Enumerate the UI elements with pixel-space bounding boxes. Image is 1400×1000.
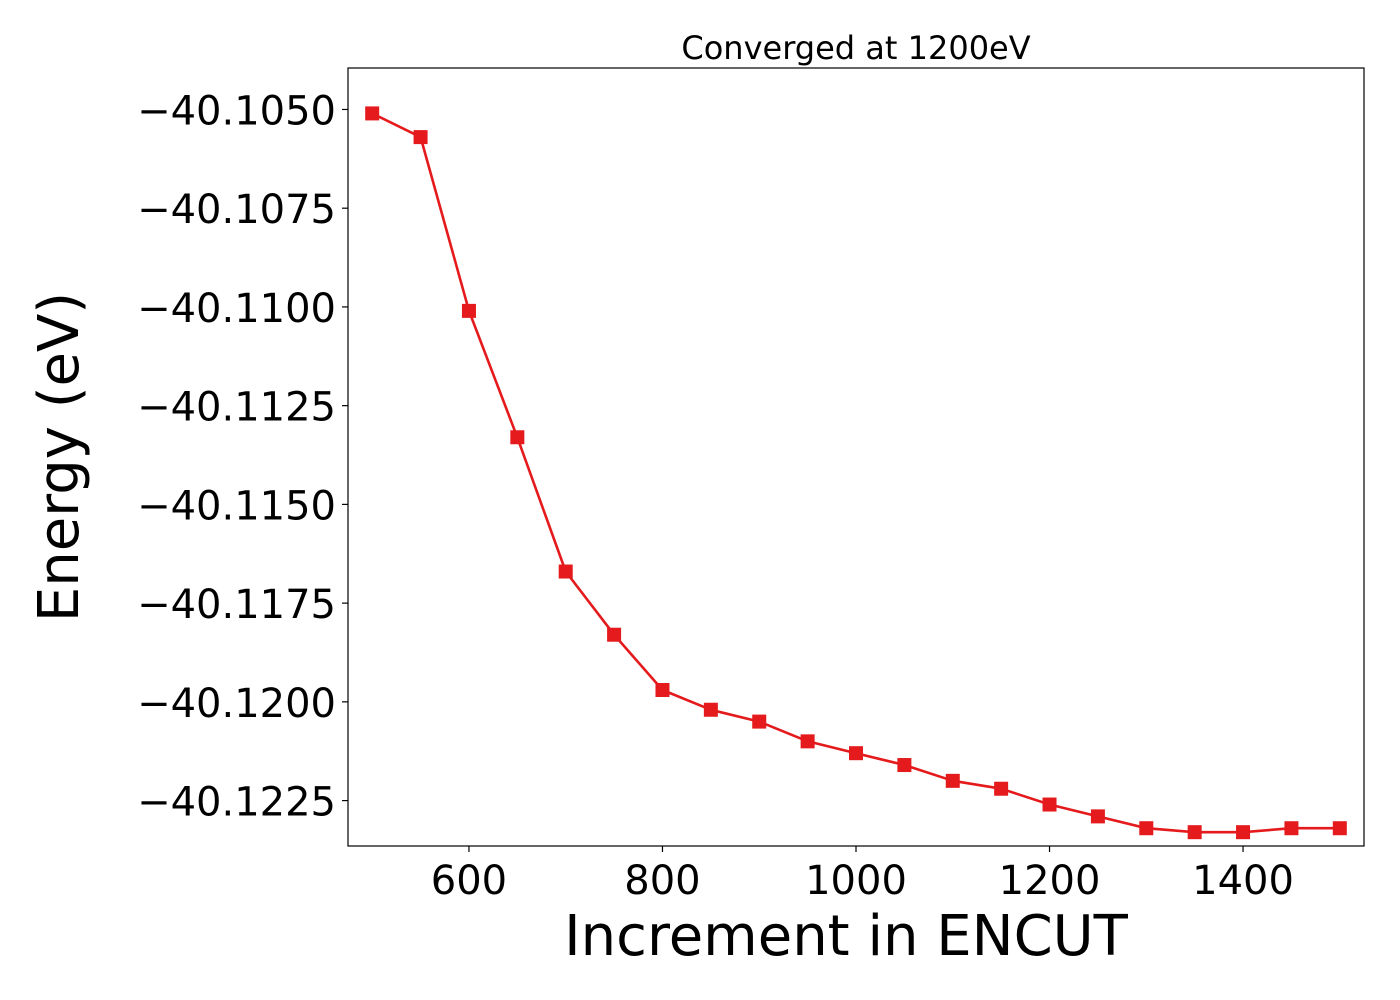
x-axis-label: Increment in ENCUT (564, 904, 1129, 969)
x-tick-label: 800 (624, 858, 700, 904)
y-tick-label: −40.1075 (137, 187, 336, 233)
data-point (1236, 825, 1251, 840)
chart-title: Converged at 1200eV (681, 29, 1030, 67)
data-point (800, 734, 815, 749)
data-point (1284, 821, 1299, 836)
y-tick-label: −40.1200 (137, 681, 336, 727)
plot-area (347, 67, 1365, 847)
data-point (752, 714, 767, 729)
data-point (1090, 809, 1105, 824)
y-axis: −40.1050 −40.1075 −40.1100 −40.1125 −40.1150… (137, 88, 348, 826)
y-tick-label: −40.1125 (137, 385, 336, 431)
data-point (897, 758, 912, 773)
data-point (607, 627, 622, 642)
x-tick-label: 1200 (999, 858, 1101, 904)
data-point (413, 130, 428, 145)
y-tick-label: −40.1175 (137, 582, 336, 628)
x-axis: 600 800 1000 1200 1400 (431, 846, 1294, 904)
data-point (461, 303, 476, 318)
data-point (1139, 821, 1154, 836)
y-tick-label: −40.1100 (137, 286, 336, 332)
data-point (1042, 797, 1057, 812)
data-point (510, 430, 525, 445)
data-point (1332, 821, 1347, 836)
data-point (558, 564, 573, 579)
x-tick-label: 1000 (805, 858, 907, 904)
x-tick-label: 1400 (1192, 858, 1294, 904)
data-point (703, 702, 718, 717)
data-point (365, 106, 380, 121)
y-axis-label: Energy (eV) (27, 292, 92, 622)
data-point (655, 683, 670, 698)
data-point (994, 781, 1009, 796)
x-tick-label: 600 (431, 858, 507, 904)
data-point (1187, 825, 1202, 840)
y-tick-label: −40.1225 (137, 780, 336, 826)
data-point (849, 746, 863, 761)
series-layer (365, 106, 1347, 840)
data-point (945, 773, 960, 788)
y-tick-label: −40.1050 (137, 88, 336, 134)
y-tick-label: −40.1150 (137, 483, 336, 529)
